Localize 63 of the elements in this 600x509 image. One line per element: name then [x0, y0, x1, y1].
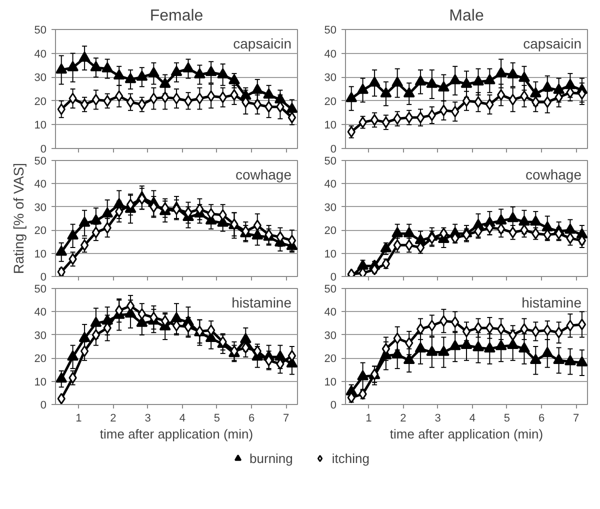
legend-label: itching: [332, 450, 370, 466]
annotation: capsaicin: [233, 36, 292, 52]
x-tick-label: 2: [110, 412, 116, 424]
y-tick-label: 10: [34, 376, 47, 388]
y-tick-label: 40: [324, 178, 337, 191]
x-axis-title: time after application (min): [100, 426, 254, 442]
x-tick-label: 5: [214, 412, 220, 424]
x-tick-label: 6: [538, 412, 545, 424]
y-tick-label: 50: [324, 156, 337, 168]
y-tick-label: 0: [330, 400, 337, 412]
y-tick-label: 30: [34, 72, 47, 84]
annotation: cowhage: [235, 166, 292, 182]
y-tick-label: 10: [324, 376, 337, 388]
y-tick-label: 50: [34, 156, 47, 168]
annotation: histamine: [232, 294, 292, 310]
y-axis-title: Rating [% of VAS]: [10, 162, 26, 274]
y-tick-label: 0: [40, 272, 47, 284]
chart-title: Male: [449, 8, 484, 24]
y-tick-label: 30: [324, 202, 337, 214]
y-tick-label: 40: [34, 178, 47, 191]
y-tick-label: 0: [40, 400, 47, 412]
y-tick-label: 30: [324, 330, 337, 342]
chart-title: Female: [150, 8, 204, 24]
y-tick-label: 0: [40, 144, 47, 156]
x-tick-label: 3: [144, 412, 151, 424]
annotation: histamine: [522, 294, 582, 310]
x-tick-label: 3: [434, 412, 441, 424]
y-tick-label: 40: [34, 306, 47, 319]
y-tick-label: 50: [34, 284, 47, 296]
y-tick-label: 20: [324, 96, 337, 108]
x-axis-title: time after application (min): [390, 426, 544, 442]
x-tick-label: 1: [76, 412, 82, 424]
y-tick-label: 10: [324, 120, 337, 132]
y-tick-label: 10: [34, 120, 47, 132]
y-tick-label: 50: [324, 284, 337, 296]
y-tick-label: 40: [34, 48, 47, 60]
y-tick-label: 30: [34, 202, 47, 214]
x-tick-label: 4: [469, 412, 476, 424]
y-tick-label: 40: [324, 306, 337, 319]
x-tick-label: 1: [366, 412, 372, 424]
y-tick-label: 50: [34, 24, 47, 36]
x-tick-label: 7: [283, 412, 290, 424]
x-tick-label: 5: [504, 412, 510, 424]
y-tick-label: 30: [34, 330, 47, 342]
legend-label: burning: [250, 450, 293, 466]
annotation: cowhage: [525, 166, 582, 182]
y-tick-label: 20: [324, 353, 337, 366]
y-tick-label: 10: [324, 248, 337, 260]
x-tick-label: 4: [179, 412, 186, 424]
x-tick-label: 6: [248, 412, 255, 424]
y-tick-label: 40: [324, 48, 337, 60]
y-tick-label: 20: [34, 353, 47, 366]
annotation: capsaicin: [523, 36, 582, 52]
y-tick-label: 20: [324, 225, 337, 238]
y-tick-label: 30: [324, 72, 337, 84]
x-tick-label: 7: [573, 412, 580, 424]
y-tick-label: 0: [330, 272, 337, 284]
y-tick-label: 10: [34, 248, 47, 260]
x-tick-label: 2: [400, 412, 406, 424]
y-tick-label: 50: [324, 24, 337, 36]
y-tick-label: 20: [34, 225, 47, 238]
y-tick-label: 0: [330, 144, 337, 156]
y-tick-label: 20: [34, 96, 47, 108]
